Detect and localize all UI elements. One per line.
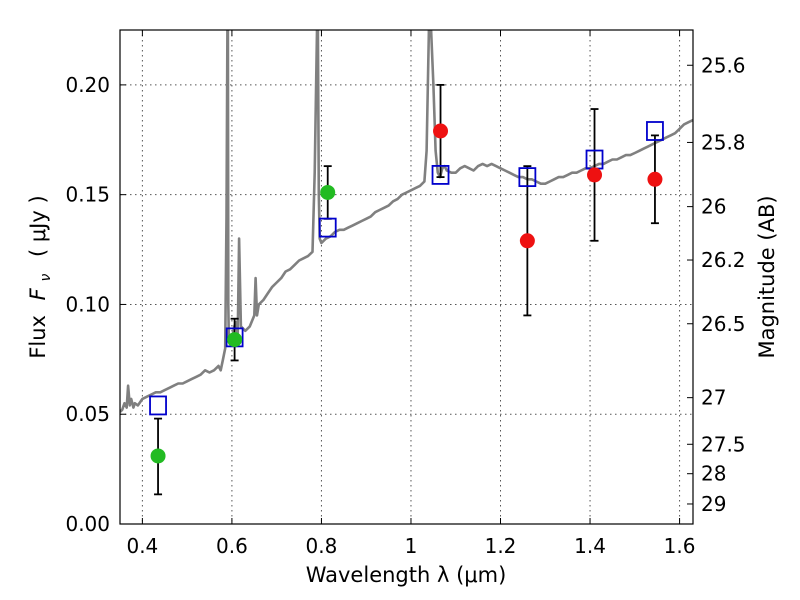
y2-axis-ticks: 25.6 25.8 26 26.2 26.5 27 27.5 28 29 <box>687 53 746 516</box>
model-photometry-square <box>518 167 537 188</box>
x-axis-label: Wavelength λ (μm) <box>306 563 507 587</box>
sed-model-line <box>120 30 693 413</box>
y-tick-label: 0.05 <box>65 402 110 426</box>
y-axis-label-unit: ( μJy ) <box>26 195 50 257</box>
model-photometry-square <box>431 165 450 185</box>
observed-flux-points <box>150 123 663 464</box>
y-axis-ticks: 0.00 0.05 0.10 0.15 0.20 <box>65 73 126 536</box>
x-tick-label: 0.4 <box>126 534 158 558</box>
plot-background <box>120 30 693 524</box>
x-tick-label: 1 <box>405 534 418 558</box>
y2-tick-label: 29 <box>701 492 726 516</box>
model-photometry-square <box>149 395 167 416</box>
y2-tick-label: 27 <box>701 386 726 410</box>
red-flux-point <box>587 167 603 183</box>
x-tick-label: 1.2 <box>485 534 517 558</box>
x-tick-label: 1.4 <box>574 534 606 558</box>
model-photometry-square <box>646 121 664 141</box>
red-flux-point <box>433 123 449 139</box>
red-flux-point <box>647 171 663 187</box>
y-axis-label: Flux F ν ( μJy ) <box>26 195 55 358</box>
y2-tick-label: 28 <box>701 462 726 486</box>
y2-tick-label: 25.8 <box>701 130 746 154</box>
y2-tick-label: 26.5 <box>701 312 746 336</box>
x-tick-label: 0.6 <box>216 534 248 558</box>
model-photometry-squares <box>149 121 664 416</box>
y-axis-label-prefix: Flux <box>26 315 50 359</box>
y-axis-label-subscript: ν <box>38 274 54 282</box>
y-tick-label: 0.15 <box>65 183 110 207</box>
y2-axis-label: Magnitude (AB) <box>755 195 779 358</box>
y-tick-label: 0.00 <box>65 512 110 536</box>
x-tick-label: 0.8 <box>306 534 338 558</box>
x-tick-label: 1.6 <box>664 534 696 558</box>
y2-tick-label: 26 <box>701 195 726 219</box>
green-flux-point <box>227 332 243 348</box>
y-tick-label: 0.10 <box>65 292 110 316</box>
green-flux-point <box>150 448 166 464</box>
y2-tick-label: 27.5 <box>701 432 746 456</box>
y-axis-label-symbol: F <box>26 287 50 300</box>
x-axis-ticks: 0.4 0.6 0.8 1 1.2 1.4 1.6 <box>126 30 695 558</box>
y-tick-label: 0.20 <box>65 73 110 97</box>
plot-frame <box>119 29 694 525</box>
model-photometry-square <box>318 217 337 238</box>
y2-tick-label: 26.2 <box>701 248 746 272</box>
green-flux-point <box>320 184 336 200</box>
red-flux-point <box>519 233 535 249</box>
y2-tick-label: 25.6 <box>701 53 746 77</box>
